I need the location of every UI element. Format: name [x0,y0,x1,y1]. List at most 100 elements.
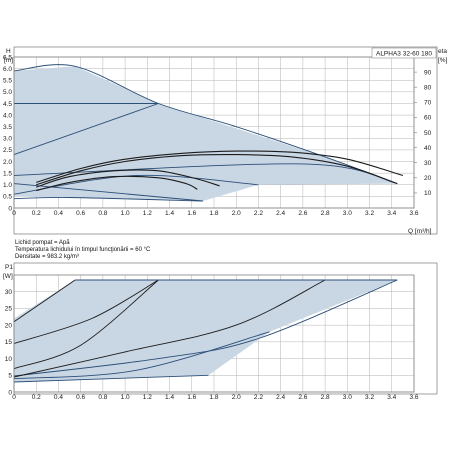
x-tick-label: 0.2 [32,394,41,401]
x-axis-label-q: Q [m³/h] [408,228,432,235]
y-tick-label: 1.5 [3,170,12,177]
chart-title: ALPHA3 32-60 180 [376,51,432,58]
x-tick-label: 2.2 [254,394,263,401]
y-tick-label: 20 [5,322,13,329]
y-tick-label: 6.5 [3,54,12,61]
x-tick-label: 3.6 [409,210,418,217]
y-tick-label: 25 [5,306,13,313]
curve-power [13,279,159,344]
power-curves [13,279,398,383]
curve-eta [36,150,404,183]
x-tick-label: 2.0 [232,210,241,217]
x-tick-label: 2.6 [298,394,307,401]
x-tick-label: 1.8 [209,394,218,401]
x-tick-label: 0.6 [76,210,85,217]
y-tick-label: 15 [5,339,13,346]
y-tick-label: 1.0 [3,182,12,189]
top-x-tick-labels: 0 0.2 0.4 0.6 0.8 1.0 1.2 1.4 1.6 1.8 2.0 2.2 2.4 2.6… [12,210,419,217]
curve-power [13,331,270,380]
curve-max-curve [13,64,398,185]
x-tick-label: 0 [12,394,16,401]
x-tick-label: 0.2 [32,210,41,217]
liquid-temp-text: Temperatura lichidului în timpul funcţio… [15,247,151,253]
x-tick-label: 3.0 [343,394,352,401]
curve-eta [36,175,198,192]
x-tick-label: 3.2 [365,394,374,401]
y-tick-label: 6.0 [3,66,12,73]
x-tick-label: 0.4 [54,210,63,217]
title-box [371,47,437,59]
y-tick-label: 0 [8,205,12,212]
curve-eta [36,153,398,186]
operating-area-power [14,280,398,382]
x-tick-label: 3.4 [387,394,396,401]
y-axis-label-p1-unit: [W] [3,273,13,280]
y-tick-label: 5.0 [3,89,12,96]
x-tick-label: 3.6 [409,394,418,401]
density-text: Densitate = 983.2 kg/m³ [15,254,79,260]
power-flow-plot: 0 0.2 0.4 0.6 0.8 1.0 1.2 1.4 1.6 1.8 2.0 2.2 2.4 2.6… [5,274,419,401]
x-tick-label: 1.0 [121,210,130,217]
curve-power [13,279,76,323]
curve-power [13,374,209,383]
y-tick-label: 0 [8,389,12,396]
y2-tick-label: 50 [424,130,432,137]
y2-tick-label: 20 [424,175,432,182]
y-tick-label: 10 [5,356,13,363]
x-tick-label: 3.2 [365,210,374,217]
y-axis-label-h-unit: [m] [4,57,13,64]
y-tick-label: 2.5 [3,147,12,154]
x-tick-label: 3.4 [387,210,396,217]
curve-proportional-pressure [13,103,159,156]
y2-tick-label: 80 [424,85,432,92]
y2-tick-label: 30 [424,160,432,167]
y-tick-label: 3.0 [3,136,12,143]
x-tick-label: 0.8 [98,394,107,401]
y2-tick-label: 70 [424,100,432,107]
curve-power [13,279,159,370]
curve-power [13,279,398,377]
x-tick-label: 0.4 [54,394,63,401]
top-y2-tick-labels: 10 20 30 40 50 60 70 80 90 [414,69,432,197]
x-tick-label: 2.2 [254,210,263,217]
y-tick-label: 5 [8,373,12,380]
y2-tick-label: 90 [424,69,432,76]
x-tick-label: 2.6 [298,210,307,217]
y-axis-label-h: H [6,48,11,55]
x-tick-label: 1.8 [209,210,218,217]
x-tick-label: 1.4 [165,210,174,217]
y-tick-label: 0.5 [3,194,12,201]
y-tick-label: 5.5 [3,78,12,85]
curve-constant-pressure [13,197,203,202]
x-tick-label: 1.2 [143,210,152,217]
x-tick-label: 2.0 [232,394,241,401]
operating-area-head [14,66,398,201]
x-tick-label: 1.0 [121,394,130,401]
y2-tick-label: 40 [424,145,432,152]
curve-eta [36,169,220,188]
curve-constant-pressure [13,183,203,202]
x-tick-label: 2.8 [321,210,330,217]
x-tick-label: 3.0 [343,210,352,217]
y2-tick-label: 10 [424,190,432,197]
y-axis-label-p1: P1 [5,264,13,271]
top-y-tick-labels: 0 0.5 1.0 1.5 2.0 2.5 3.0 3.5 4.0 4.5 5.0 5.5 6.0 6.5 [3,54,12,212]
y2-axis-label-eta-unit: [%] [438,57,448,64]
head-curves [13,64,404,202]
y-tick-label: 30 [5,289,13,296]
y-tick-label: 4.0 [3,112,12,119]
x-tick-label: 2.4 [276,394,285,401]
y-tick-label: 4.5 [3,101,12,108]
bottom-x-tick-labels: 0 0.2 0.4 0.6 0.8 1.0 1.2 1.4 1.6 1.8 2.0 2.2 2.4 2.6… [12,394,419,401]
x-tick-label: 0.6 [76,394,85,401]
pumped-liquid-text: Lichid pompat = Apă [15,240,70,246]
x-tick-label: 1.6 [187,210,196,217]
y2-axis-label-eta: eta [438,48,447,55]
x-tick-label: 0 [12,210,16,217]
y-tick-label: 2.0 [3,159,12,166]
curve-power [13,279,326,378]
bottom-y-tick-labels: 0 5 10 15 20 25 30 [5,289,13,396]
head-flow-plot: 0 0.2 0.4 0.6 0.8 1.0 1.2 1.4 1.6 1.8 2.0 2.2 2.4 2.6… [3,54,432,217]
bottom-plot-border [13,274,415,393]
